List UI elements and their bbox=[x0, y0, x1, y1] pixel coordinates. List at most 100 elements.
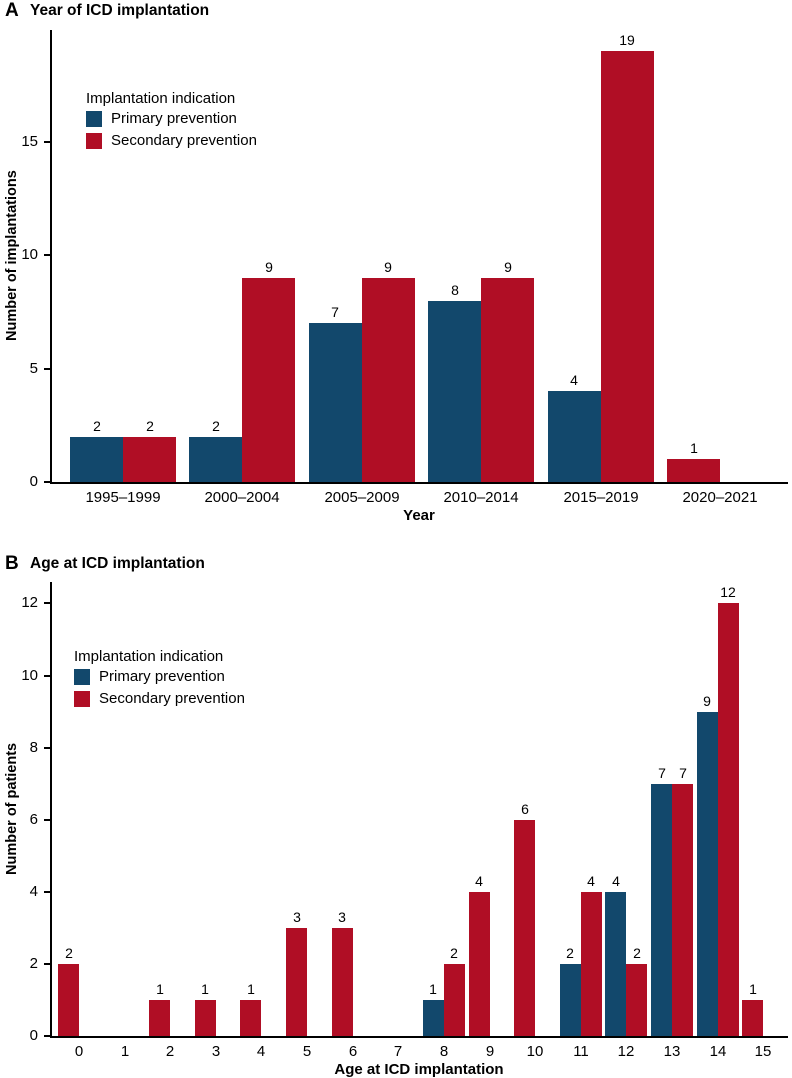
bar-secondary-prevention bbox=[469, 892, 490, 1036]
bar-value-label: 7 bbox=[658, 765, 666, 781]
x-tick-label: 0 bbox=[74, 1043, 84, 1060]
x-tick-label: 2010–2014 bbox=[443, 489, 519, 506]
bar-value-label: 4 bbox=[475, 873, 483, 889]
x-tick-label: 10 bbox=[526, 1043, 544, 1060]
bar-primary-prevention bbox=[428, 301, 481, 482]
bar-value-label: 8 bbox=[451, 282, 459, 298]
y-tick-label: 4 bbox=[29, 883, 38, 900]
y-tick-mark bbox=[44, 1035, 50, 1037]
bar-value-label: 1 bbox=[156, 981, 164, 997]
bar-secondary-prevention bbox=[514, 820, 535, 1036]
x-tick-label: 2015–2019 bbox=[563, 489, 639, 506]
bar-secondary-prevention bbox=[581, 892, 602, 1036]
legend-label-secondary: Secondary prevention bbox=[99, 690, 245, 707]
legend-item-primary-prevention: Primary prevention bbox=[86, 108, 257, 130]
panel-a: A Year of ICD implantation Number of imp… bbox=[4, 1, 788, 524]
y-tick-mark bbox=[44, 141, 50, 143]
bar-secondary-prevention bbox=[601, 51, 654, 482]
bar-secondary-prevention bbox=[444, 964, 465, 1036]
bar-value-label: 3 bbox=[293, 909, 301, 925]
x-tick-label: 8 bbox=[439, 1043, 449, 1060]
bar-secondary-prevention bbox=[742, 1000, 763, 1036]
legend-title: Implantation indication bbox=[74, 648, 224, 665]
y-tick-mark bbox=[44, 368, 50, 370]
x-tick-label: 2 bbox=[165, 1043, 175, 1060]
legend-item-secondary-prevention: Secondary prevention bbox=[74, 688, 245, 710]
legend-swatch-secondary bbox=[86, 133, 102, 149]
bar-primary-prevention bbox=[560, 964, 581, 1036]
legend-label-secondary: Secondary prevention bbox=[111, 132, 257, 149]
x-tick-label: 2000–2004 bbox=[204, 489, 280, 506]
bar-primary-prevention bbox=[605, 892, 626, 1036]
x-tick-label: 15 bbox=[754, 1043, 772, 1060]
bar-value-label: 19 bbox=[619, 32, 635, 48]
bar-value-label: 2 bbox=[212, 418, 220, 434]
bar-value-label: 4 bbox=[570, 372, 578, 388]
y-tick-mark bbox=[44, 747, 50, 749]
bar-secondary-prevention bbox=[481, 278, 534, 482]
bar-value-label: 4 bbox=[612, 873, 620, 889]
panel-b-letter: B bbox=[5, 553, 19, 574]
legend: Implantation indication Primary preventi… bbox=[86, 90, 257, 152]
y-tick-mark bbox=[44, 963, 50, 965]
x-axis-label: Year bbox=[403, 507, 435, 524]
chart-age-at-icd-implantation: 0 2 4 6 8 10 12 0 2 1 2 1 3 1 4 1 5 3 6 3 7 8 1 2 9 4 10 6 11 2 4 12 4 2 1… bbox=[0, 540, 792, 1078]
bar-value-label: 1 bbox=[749, 981, 757, 997]
bar-secondary-prevention bbox=[195, 1000, 216, 1036]
bar-primary-prevention bbox=[697, 712, 718, 1036]
y-tick-label: 10 bbox=[21, 667, 38, 684]
bar-secondary-prevention bbox=[626, 964, 647, 1036]
bar-primary-prevention bbox=[423, 1000, 444, 1036]
x-tick-label: 2020–2021 bbox=[682, 489, 758, 506]
bar-secondary-prevention bbox=[58, 964, 79, 1036]
bar-secondary-prevention bbox=[667, 459, 720, 482]
bar-value-label: 1 bbox=[201, 981, 209, 997]
y-tick-label: 0 bbox=[29, 1027, 38, 1044]
x-axis-line bbox=[50, 1036, 788, 1038]
bar-value-label: 9 bbox=[504, 259, 512, 275]
legend-title: Implantation indication bbox=[86, 90, 236, 107]
bar-value-label: 3 bbox=[338, 909, 346, 925]
legend: Implantation indication Primary preventi… bbox=[74, 648, 245, 710]
y-axis-line bbox=[50, 582, 52, 1038]
bar-value-label: 2 bbox=[566, 945, 574, 961]
bar-value-label: 2 bbox=[450, 945, 458, 961]
y-tick-mark bbox=[44, 819, 50, 821]
bar-value-label: 7 bbox=[679, 765, 687, 781]
bar-secondary-prevention bbox=[362, 278, 415, 482]
y-tick-mark bbox=[44, 254, 50, 256]
y-tick-label: 8 bbox=[29, 739, 38, 756]
bar-primary-prevention bbox=[651, 784, 672, 1036]
bar-value-label: 2 bbox=[93, 418, 101, 434]
bar-secondary-prevention bbox=[672, 784, 693, 1036]
bar-value-label: 2 bbox=[633, 945, 641, 961]
bar-secondary-prevention bbox=[149, 1000, 170, 1036]
bar-secondary-prevention bbox=[240, 1000, 261, 1036]
bar-value-label: 2 bbox=[146, 418, 154, 434]
legend-swatch-primary bbox=[86, 111, 102, 127]
x-tick-label: 9 bbox=[485, 1043, 495, 1060]
x-tick-label: 11 bbox=[573, 1043, 589, 1060]
y-tick-label: 6 bbox=[29, 811, 38, 828]
legend-label-primary: Primary prevention bbox=[111, 110, 237, 127]
y-tick-mark bbox=[44, 602, 50, 604]
chart-year-of-icd-implantation: 0 5 10 15 1995–1999 2 2 2000–2004 2 9 2005–2009 7 9 2… bbox=[21, 30, 788, 506]
x-tick-label: 1 bbox=[120, 1043, 130, 1060]
legend-item-secondary-prevention: Secondary prevention bbox=[86, 130, 257, 152]
panel-b-title: Age at ICD implantation bbox=[30, 555, 205, 572]
y-tick-label: 2 bbox=[29, 955, 38, 972]
bar-value-label: 1 bbox=[247, 981, 255, 997]
bar-primary-prevention bbox=[548, 391, 601, 482]
bar-secondary-prevention bbox=[332, 928, 353, 1036]
x-tick-label: 6 bbox=[348, 1043, 358, 1060]
legend-swatch-primary bbox=[74, 669, 90, 685]
bar-value-label: 9 bbox=[703, 693, 711, 709]
y-tick-mark bbox=[44, 891, 50, 893]
x-tick-label: 1995–1999 bbox=[85, 489, 161, 506]
x-tick-label: 5 bbox=[302, 1043, 312, 1060]
x-axis-label: Age at ICD implantation bbox=[334, 1061, 504, 1078]
bar-value-label: 4 bbox=[587, 873, 595, 889]
y-tick-label: 0 bbox=[29, 473, 38, 490]
bar-value-label: 6 bbox=[521, 801, 529, 817]
x-axis-line bbox=[50, 482, 788, 484]
